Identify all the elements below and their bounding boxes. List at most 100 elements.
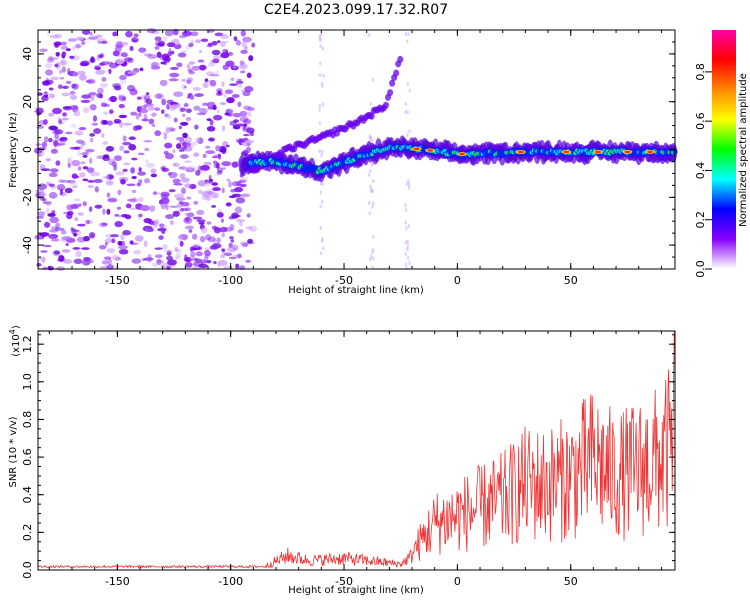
noise-blob — [49, 93, 55, 99]
noise-blob — [55, 62, 61, 69]
noise-blob — [186, 196, 192, 200]
noise-streak — [408, 129, 411, 134]
noise-blob — [242, 36, 252, 43]
noise-blob — [235, 219, 246, 223]
noise-blob — [149, 205, 156, 212]
noise-blob — [65, 242, 69, 247]
noise-blob — [236, 253, 242, 259]
noise-blob — [123, 150, 130, 154]
noise-streak — [369, 101, 372, 106]
noise-blob — [186, 108, 192, 113]
noise-blob — [211, 40, 218, 46]
noise-blob — [193, 152, 200, 157]
noise-blob — [163, 249, 173, 253]
noise-streak — [408, 260, 411, 265]
noise-blob — [69, 94, 77, 101]
noise-blob — [195, 169, 201, 176]
snr-y-tick-label: 0.4 — [21, 486, 34, 504]
noise-blob — [228, 181, 232, 188]
noise-blob — [167, 51, 173, 57]
noise-blob — [69, 104, 79, 110]
noise-blob — [118, 248, 129, 255]
noise-blob — [212, 55, 221, 60]
noise-blob — [77, 212, 84, 216]
noise-blob — [227, 51, 234, 56]
noise-streak — [318, 103, 321, 108]
noise-blob — [40, 192, 47, 197]
noise-blob — [102, 141, 109, 145]
noise-blob — [243, 118, 252, 125]
noise-blob — [174, 255, 179, 261]
noise-blob — [239, 177, 249, 183]
noise-blob — [143, 113, 148, 120]
noise-blob — [45, 63, 53, 69]
noise-blob — [228, 195, 237, 199]
trace-hotspot-core — [594, 150, 601, 154]
noise-streak — [372, 256, 375, 261]
noise-blob — [217, 90, 222, 96]
noise-blob — [212, 192, 219, 199]
noise-streak — [369, 184, 372, 189]
noise-blob — [225, 60, 235, 67]
noise-blob — [114, 221, 123, 228]
noise-blob — [201, 190, 211, 198]
noise-blob — [189, 95, 195, 100]
noise-blob — [180, 121, 189, 126]
noise-blob — [154, 130, 162, 137]
noise-blob — [249, 131, 254, 137]
noise-blob — [76, 150, 81, 157]
noise-blob — [166, 103, 170, 110]
colorbar-tick-label: 0.8 — [694, 63, 707, 81]
snr-frame — [37, 330, 676, 571]
noise-blob — [61, 41, 67, 46]
noise-blob — [53, 41, 62, 46]
noise-blob — [156, 93, 164, 100]
noise-blob — [54, 133, 60, 140]
noise-blob — [225, 144, 230, 148]
noise-streak — [404, 240, 408, 245]
noise-blob — [145, 163, 155, 168]
noise-blob — [122, 135, 127, 142]
noise-blob — [197, 59, 205, 63]
noise-blob — [119, 121, 124, 128]
noise-blob — [169, 205, 179, 209]
noise-blob — [237, 84, 243, 88]
noise-blob — [168, 171, 178, 179]
noise-blob — [148, 105, 155, 111]
noise-blob — [66, 204, 74, 211]
noise-blob — [183, 102, 189, 108]
noise-blob — [241, 41, 247, 48]
noise-blob — [174, 193, 185, 199]
noise-blob — [241, 242, 249, 248]
noise-blob — [221, 148, 227, 155]
noise-blob — [240, 49, 248, 55]
noise-blob — [192, 87, 202, 91]
noise-blob — [130, 242, 139, 245]
noise-blob — [173, 117, 178, 123]
noise-blob — [221, 248, 226, 252]
noise-streak — [404, 262, 407, 267]
noise-blob — [49, 229, 59, 233]
noise-blob — [206, 80, 214, 83]
noise-blob — [49, 34, 59, 39]
noise-blob — [214, 32, 224, 37]
trace-hotspot-core — [458, 152, 465, 156]
noise-blob — [105, 175, 110, 180]
noise-blob — [80, 161, 86, 165]
noise-blob — [97, 87, 104, 95]
noise-blob — [93, 178, 103, 184]
noise-blob — [186, 142, 192, 147]
noise-blob — [218, 153, 222, 160]
noise-blob — [163, 56, 171, 63]
spectrogram-x-tick-label: -50 — [335, 274, 353, 287]
noise-blob — [168, 78, 179, 82]
noise-blob — [179, 173, 186, 179]
noise-blob — [88, 232, 96, 239]
noise-blob — [186, 212, 195, 218]
noise-streak — [406, 255, 410, 260]
noise-blob — [224, 89, 234, 95]
noise-streak — [369, 257, 372, 262]
noise-blob — [60, 179, 71, 183]
noise-blob — [123, 57, 133, 62]
noise-streak — [406, 133, 409, 138]
